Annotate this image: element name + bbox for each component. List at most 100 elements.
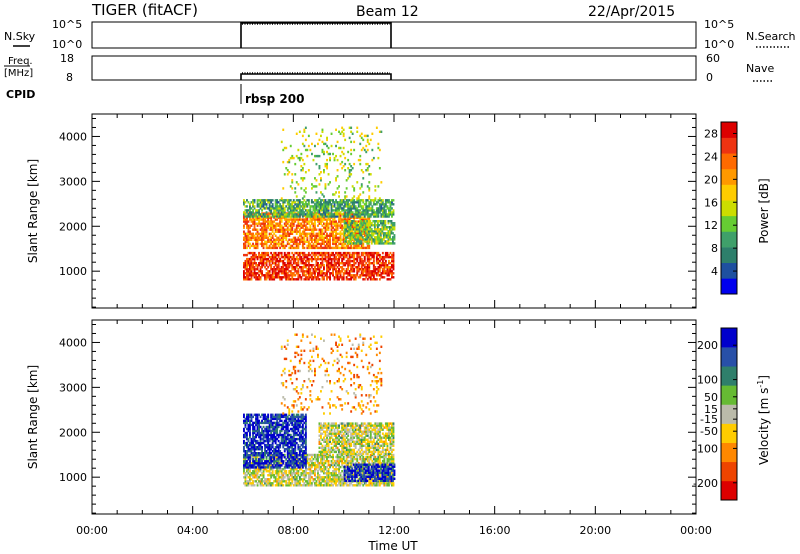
- data-cell: [368, 238, 371, 241]
- data-cell: [258, 215, 260, 218]
- data-cell: [392, 209, 395, 212]
- data-cell: [288, 257, 291, 261]
- data-cell: [258, 480, 260, 483]
- data-cell: [332, 484, 334, 487]
- data-cell: [258, 262, 260, 265]
- data-cell: [297, 472, 300, 475]
- data-cell: [298, 478, 301, 481]
- data-cell: [310, 215, 313, 218]
- data-cell: [384, 266, 387, 269]
- data-cell: [265, 417, 268, 421]
- data-cell: [359, 142, 362, 146]
- data-cell: [339, 238, 342, 241]
- data-cell: [350, 461, 353, 465]
- data-cell: [339, 232, 342, 235]
- data-cell: [249, 456, 251, 459]
- data-cell: [310, 455, 313, 459]
- data-cell: [368, 272, 371, 275]
- data-cell: [244, 238, 247, 241]
- data-cell: [258, 446, 260, 449]
- data-cell: [304, 138, 307, 142]
- data-cell: [368, 255, 371, 259]
- data-cell: [265, 224, 268, 227]
- data-cell: [262, 236, 265, 239]
- data-cell: [265, 257, 268, 261]
- data-cell: [359, 455, 362, 459]
- data-cell: [291, 215, 294, 218]
- data-cell: [369, 257, 372, 261]
- data-cell: [247, 238, 250, 241]
- data-cell: [378, 234, 381, 237]
- data-cell: [356, 272, 359, 275]
- data-cell: [314, 211, 316, 214]
- data-cell: [297, 203, 300, 206]
- data-cell: [277, 201, 280, 204]
- data-cell: [384, 264, 387, 267]
- data-cell: [342, 215, 345, 218]
- data-cell: [253, 425, 256, 429]
- data-cell: [300, 236, 303, 239]
- data-cell: [391, 201, 393, 204]
- data-cell: [377, 268, 380, 271]
- data-cell: [318, 220, 321, 223]
- data-cell: [327, 262, 330, 265]
- data-cell: [292, 274, 295, 277]
- data-cell: [392, 222, 394, 225]
- data-cell: [297, 257, 300, 261]
- data-cell: [259, 474, 262, 477]
- data-cell: [265, 262, 268, 265]
- data-cell: [318, 278, 321, 281]
- data-cell: [309, 218, 312, 221]
- data-cell: [301, 240, 304, 243]
- data-cell: [338, 207, 340, 210]
- data-cell: [291, 205, 294, 208]
- data-cell: [344, 195, 347, 198]
- data-cell: [321, 230, 324, 233]
- data-cell: [295, 209, 298, 212]
- data-cell: [310, 228, 313, 231]
- data-cell: [353, 268, 356, 271]
- data-cell: [324, 468, 327, 471]
- data-cell: [259, 253, 262, 257]
- data-cell: [341, 209, 344, 212]
- data-cell: [249, 251, 251, 255]
- data-cell: [351, 474, 354, 477]
- data-cell: [365, 272, 368, 275]
- data-cell: [262, 413, 265, 416]
- data-cell: [255, 246, 257, 250]
- data-cell: [267, 274, 270, 277]
- data-cell: [304, 171, 307, 174]
- data-cell: [286, 199, 289, 202]
- data-cell: [258, 421, 260, 425]
- data-cell: [243, 476, 245, 479]
- data-cell: [280, 213, 283, 216]
- data-cell: [291, 276, 294, 279]
- data-cell: [351, 274, 354, 277]
- data-cell: [350, 140, 353, 144]
- data-cell: [249, 425, 251, 429]
- data-cell: [303, 251, 306, 255]
- data-cell: [329, 257, 331, 261]
- data-cell: [335, 213, 337, 216]
- data-cell: [258, 470, 260, 473]
- data-cell: [353, 187, 356, 190]
- data-cell: [249, 462, 251, 465]
- data-cell: [381, 242, 384, 245]
- data-cell: [244, 433, 247, 437]
- data-cell: [277, 209, 280, 212]
- data-cell: [362, 171, 365, 174]
- data-cell: [307, 222, 310, 225]
- data-cell: [351, 270, 354, 273]
- data-cell: [301, 244, 304, 248]
- data-cell: [243, 450, 245, 453]
- data-cell: [345, 253, 348, 257]
- data-cell: [309, 257, 312, 261]
- data-cell: [377, 201, 380, 204]
- data-cell: [380, 209, 383, 212]
- data-cell: [335, 236, 337, 239]
- data-cell: [320, 465, 322, 469]
- data-cell: [363, 246, 366, 250]
- data-cell: [326, 220, 328, 223]
- data-cell: [303, 474, 306, 477]
